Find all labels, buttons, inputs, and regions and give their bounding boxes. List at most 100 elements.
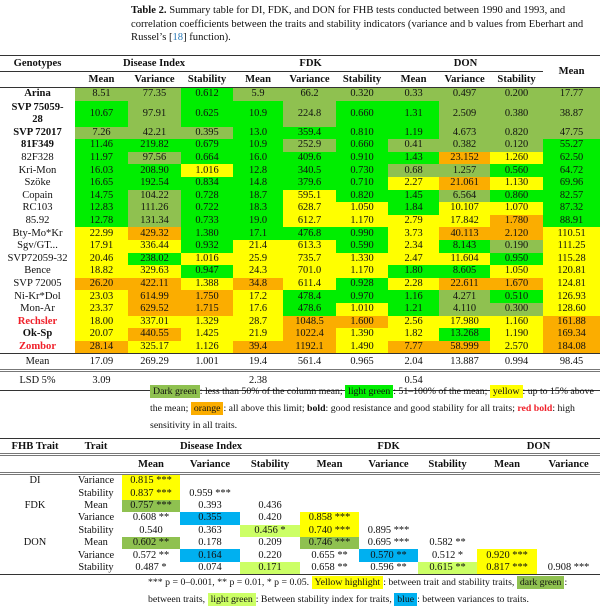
value-cell: 26.20 [75, 277, 128, 291]
value-cell: 701.0 [283, 265, 337, 278]
empty-cell [477, 474, 537, 488]
trait-name: Variance [77, 549, 115, 561]
value-cell: 38.87 [543, 100, 600, 127]
value-cell: 359.4 [283, 126, 337, 140]
correlation-cell: 0.740 *** [300, 524, 360, 537]
value-cell: 10.107 [439, 202, 491, 215]
caption-text-end: ] function). [183, 32, 231, 43]
trait-name: Stability [78, 524, 114, 536]
table-row: 81F349 11.46 219.82 0.679 10.9 252.9 0.660 0.41… [0, 139, 600, 152]
column-header-variance: Variance [439, 71, 491, 88]
value-cell: 1.43 [388, 151, 440, 165]
value-cell: 17.2 [233, 290, 284, 303]
value-cell: 17.77 [543, 87, 600, 101]
value-cell: 0.660 [336, 139, 389, 152]
value-cell: 1.160 [490, 315, 544, 329]
value-cell: 12.8 [233, 164, 284, 177]
reference-link[interactable]: 18 [172, 32, 184, 43]
value-cell: 55.27 [543, 139, 600, 152]
value-cell: 2.79 [388, 214, 440, 228]
genotype-name: 81F349 [21, 139, 54, 151]
correlation-cell: 0.655 ** [311, 549, 348, 561]
correlation-cell: 0.420 [258, 512, 282, 524]
value-cell: 1.170 [336, 214, 389, 228]
empty-cell [477, 512, 537, 524]
value-cell: 1.329 [181, 315, 234, 329]
fhb-trait: DON [23, 537, 47, 549]
value-cell: 0.68 [388, 164, 440, 177]
table-row: Sgv/GT... 17.91 336.44 0.932 21.4 613.3 0.590 2… [0, 239, 600, 253]
value-cell: 39.4 [233, 340, 284, 354]
value-cell: 98.45 [543, 353, 600, 371]
correlation-cell: 0.615 ** [418, 561, 478, 576]
empty-cell [477, 537, 537, 549]
value-cell: 1.016 [181, 164, 234, 177]
value-cell: 1.425 [181, 328, 234, 341]
value-cell: 4.271 [439, 290, 491, 303]
value-cell: 124.81 [543, 277, 600, 291]
correlation-cell: 0.895 *** [367, 524, 410, 536]
value-cell: 0.733 [181, 214, 234, 228]
value-cell: 614.99 [128, 290, 181, 303]
value-cell: 97.56 [128, 151, 181, 165]
value-cell: 0.497 [439, 87, 491, 101]
value-cell: 1.82 [388, 328, 440, 341]
group-header-don: DON [388, 55, 544, 72]
table-row: Bence 18.82 329.63 0.947 24.3 701.0 1.170 1.80 8… [0, 265, 600, 278]
table-row: Rechsler 18.00 337.01 1.329 28.7 1048.5 1.600 2… [0, 315, 600, 329]
value-cell: 17.6 [233, 302, 284, 316]
empty-cell [359, 487, 418, 499]
value-cell: 19.0 [233, 214, 284, 228]
table-row: RC103 12.83 111.26 0.722 18.3 628.7 1.050 1.84 1… [0, 202, 600, 215]
correlation-cell: 0.602 ** [122, 536, 180, 550]
value-cell: 0.320 [336, 87, 389, 101]
value-cell: 238.02 [128, 252, 181, 266]
value-cell: 6.564 [439, 189, 491, 203]
value-cell: 336.44 [128, 239, 181, 253]
blank-header [0, 71, 75, 88]
table-row: 82F328 11.97 97.56 0.664 16.0 409.6 0.910 1.43 2… [0, 151, 600, 165]
table-row: Ni-Kr*Dol 23.03 614.99 1.750 17.2 478.4 0.970 1… [0, 290, 600, 303]
column-header-variance: Variance [537, 454, 600, 475]
correlation-cell: 0.393 [198, 499, 222, 511]
value-cell: 1.260 [490, 151, 544, 165]
value-cell: 115.28 [543, 252, 600, 266]
blank-header [0, 454, 70, 475]
column-header-stability: Stability [240, 454, 301, 475]
correlation-cell: 0.456 * [240, 524, 301, 537]
empty-cell [537, 500, 600, 512]
value-cell: 64.72 [543, 164, 600, 177]
value-cell: 7.77 [388, 340, 440, 354]
table-row: DI Variance 0.815 *** [0, 473, 600, 488]
value-cell: 1.388 [181, 277, 234, 291]
table-row: Arina 8.51 77.35 0.612 5.9 66.2 0.320 0.33 0.497… [0, 87, 600, 101]
legend-text: : good resistance and good stability for… [325, 403, 518, 414]
correlation-cell: 0.572 ** [132, 549, 170, 561]
correlation-cell: 0.209 [258, 537, 282, 549]
genotype-name: Bty-Mo*Kr [12, 227, 63, 239]
group-header-don: DON [477, 438, 600, 456]
value-cell: 1.45 [388, 189, 440, 203]
value-cell: 111.25 [543, 239, 600, 253]
group-header-di: Disease Index [75, 55, 234, 72]
value-cell: 1.001 [181, 353, 234, 371]
value-cell: 11.604 [439, 252, 491, 266]
correlation-cell: 0.757 *** [122, 499, 180, 513]
value-cell: 21.9 [233, 328, 284, 341]
value-cell: 97.91 [128, 100, 181, 127]
trait-name: Variance [77, 512, 115, 524]
fhb-trait [0, 512, 70, 524]
table-row: 85.92 12.78 131.34 0.733 19.0 612.7 1.170 2.79 1… [0, 214, 600, 228]
legend-swatch-D: dark green [516, 576, 565, 589]
value-cell: 1192.1 [283, 340, 337, 354]
empty-cell [537, 487, 600, 499]
fhb-trait [0, 525, 70, 537]
value-cell: 337.01 [128, 315, 181, 329]
value-cell: 1.19 [388, 126, 440, 140]
value-cell: 1.21 [388, 302, 440, 316]
value-cell: 128.60 [543, 302, 600, 316]
fhb-trait: FDK [24, 499, 46, 511]
genotype-name: RC103 [22, 202, 53, 214]
table-row: DON Mean 0.602 ** 0.178 0.209 0.746 *** 0.695 … [0, 536, 600, 550]
group-header-fdk: FDK [233, 55, 389, 72]
